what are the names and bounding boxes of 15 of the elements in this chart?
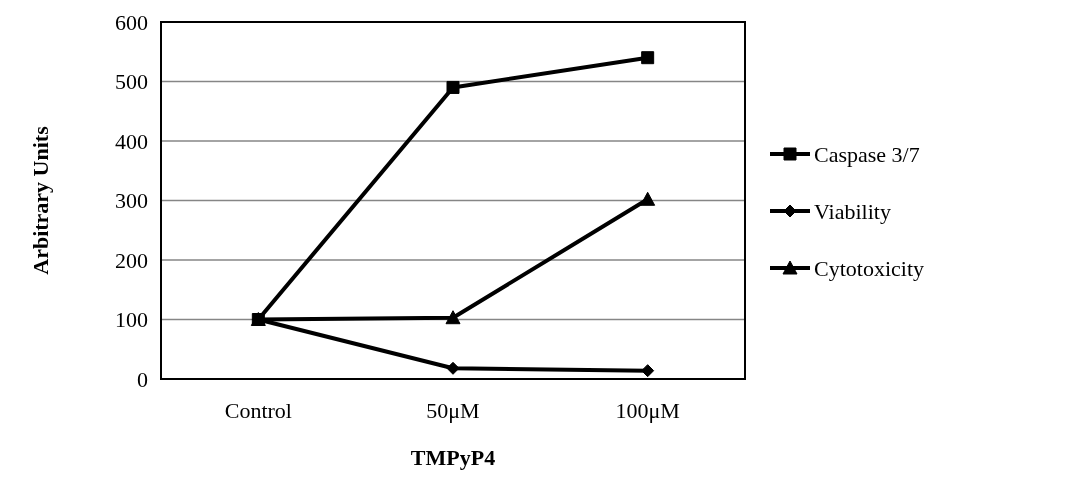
y-tick-label: 0 xyxy=(137,366,148,392)
y-tick-label: 200 xyxy=(115,247,148,273)
x-tick-label: Control xyxy=(224,398,292,423)
x-tick-label: 100μM xyxy=(615,398,680,423)
x-tick-label: 50μM xyxy=(426,398,480,423)
legend-label: Caspase 3/7 xyxy=(814,141,920,167)
y-tick-label: 600 xyxy=(115,9,148,35)
legend-label: Cytotoxicity xyxy=(814,255,924,281)
x-axis-title: TMPyP4 xyxy=(410,445,496,470)
y-tick-label: 400 xyxy=(115,128,148,154)
y-axis-title: Arbitrary Units xyxy=(28,125,53,275)
legend-label: Viability xyxy=(814,198,891,224)
y-tick-label: 500 xyxy=(115,69,148,95)
y-tick-label: 300 xyxy=(115,188,148,214)
y-tick-label: 100 xyxy=(115,307,148,333)
